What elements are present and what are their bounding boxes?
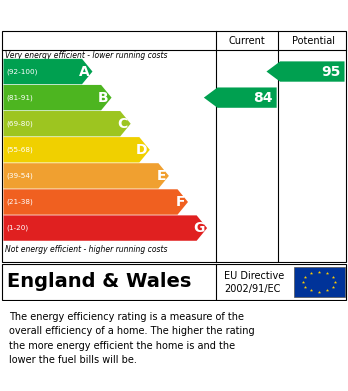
Polygon shape: [3, 59, 93, 84]
Text: Current: Current: [229, 36, 266, 46]
Text: (81-91): (81-91): [6, 94, 33, 101]
Text: G: G: [193, 221, 204, 235]
Text: (1-20): (1-20): [6, 225, 29, 231]
Polygon shape: [3, 215, 207, 241]
Polygon shape: [3, 189, 188, 215]
Text: B: B: [98, 91, 109, 105]
Bar: [294, 267, 345, 297]
Text: Energy Efficiency Rating: Energy Efficiency Rating: [9, 8, 230, 23]
Polygon shape: [3, 111, 131, 136]
Text: The energy efficiency rating is a measure of the
overall efficiency of a home. T: The energy efficiency rating is a measur…: [9, 312, 254, 365]
Text: Not energy efficient - higher running costs: Not energy efficient - higher running co…: [5, 245, 168, 254]
Text: 95: 95: [321, 65, 340, 79]
Polygon shape: [204, 88, 277, 108]
Polygon shape: [3, 137, 150, 163]
Polygon shape: [3, 85, 112, 110]
Text: C: C: [118, 117, 128, 131]
Text: Potential: Potential: [292, 36, 335, 46]
Text: A: A: [79, 65, 90, 79]
Text: (92-100): (92-100): [6, 68, 38, 75]
Text: 84: 84: [253, 91, 272, 105]
Text: England & Wales: England & Wales: [7, 273, 191, 291]
Text: D: D: [135, 143, 147, 157]
Text: 2002/91/EC: 2002/91/EC: [224, 284, 281, 294]
Text: (39-54): (39-54): [6, 173, 33, 179]
Text: Very energy efficient - lower running costs: Very energy efficient - lower running co…: [5, 50, 168, 59]
Text: F: F: [176, 195, 185, 209]
Text: E: E: [157, 169, 166, 183]
Text: EU Directive: EU Directive: [224, 271, 285, 281]
Text: (21-38): (21-38): [6, 199, 33, 205]
Polygon shape: [267, 61, 345, 82]
Text: (55-68): (55-68): [6, 147, 33, 153]
Polygon shape: [3, 163, 169, 188]
Text: (69-80): (69-80): [6, 120, 33, 127]
